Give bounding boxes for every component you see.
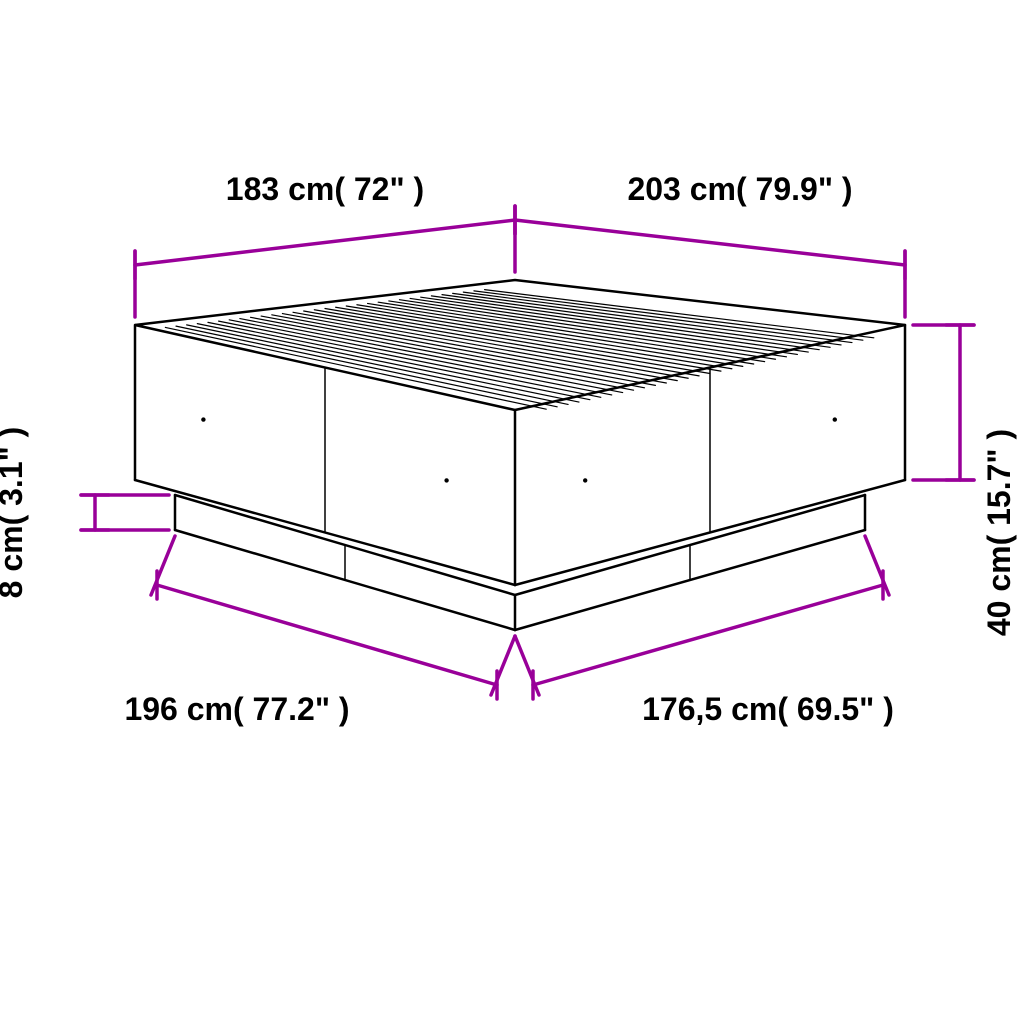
dim-base-width: 176,5 cm( 69.5" ) — [642, 691, 894, 727]
dim-gap: 8 cm( 3.1" ) — [0, 427, 29, 599]
dim-base-depth: 196 cm( 77.2" ) — [124, 691, 349, 727]
dim-height: 40 cm( 15.7" ) — [981, 429, 1017, 636]
slats — [165, 290, 873, 410]
dim-top-width: 183 cm( 72" ) — [226, 171, 424, 207]
dim-top-depth: 203 cm( 79.9" ) — [627, 171, 852, 207]
